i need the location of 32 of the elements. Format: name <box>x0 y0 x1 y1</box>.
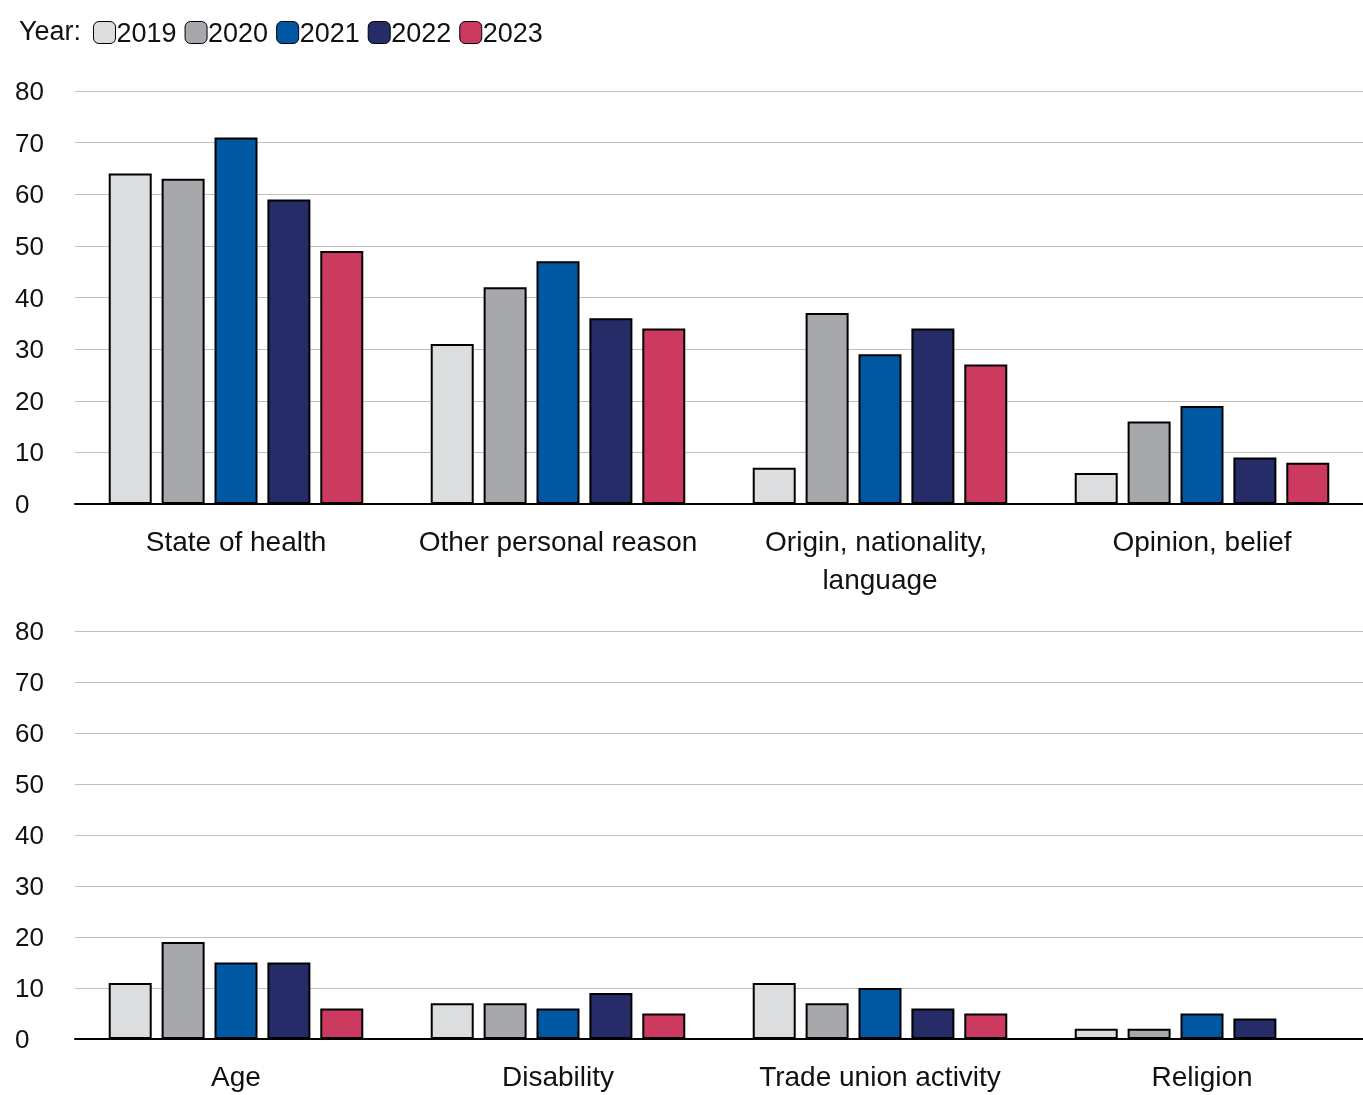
y-tick-label: 70 <box>15 667 44 697</box>
y-tick-label: 30 <box>15 871 44 901</box>
y-tick-label: 60 <box>15 179 44 210</box>
y-tick-label: 50 <box>15 230 44 261</box>
x-tick-label: Disability <box>501 1060 615 1092</box>
x-tick-label: Age <box>211 1060 261 1092</box>
y-tick-label: 30 <box>15 334 44 365</box>
x-tick-label: State of health <box>145 525 327 557</box>
x-tick-label: Religion <box>1151 1060 1253 1092</box>
y-tick-label: 20 <box>15 922 44 952</box>
y-tick-label: 10 <box>15 973 44 1003</box>
y-tick-label: 50 <box>15 769 44 799</box>
y-tick-label: 0 <box>15 1024 30 1054</box>
y-tick-label: 80 <box>15 76 44 106</box>
legend-label: 2023 <box>482 17 543 48</box>
y-tick-label: 0 <box>15 489 30 519</box>
legend-label: 2020 <box>208 17 269 48</box>
legend-label: 2022 <box>391 17 452 48</box>
y-tick-label: 20 <box>15 385 44 416</box>
y-tick-label: 40 <box>15 820 44 850</box>
y-tick-label: 70 <box>15 127 44 158</box>
x-tick-label: Other personal reason <box>418 525 698 557</box>
legend-label: 2019 <box>116 17 177 48</box>
y-tick-label: 40 <box>15 282 44 313</box>
legend-title: Year: <box>19 15 82 46</box>
y-tick-label: 10 <box>15 437 44 468</box>
x-tick-label: Opinion, belief <box>1112 525 1292 557</box>
legend-label: 2021 <box>299 17 360 48</box>
x-tick-label: Trade union activity <box>759 1060 1001 1092</box>
y-tick-label: 60 <box>15 718 44 748</box>
y-tick-label: 80 <box>15 616 44 646</box>
x-tick-label: Origin, nationality, language <box>765 525 995 595</box>
